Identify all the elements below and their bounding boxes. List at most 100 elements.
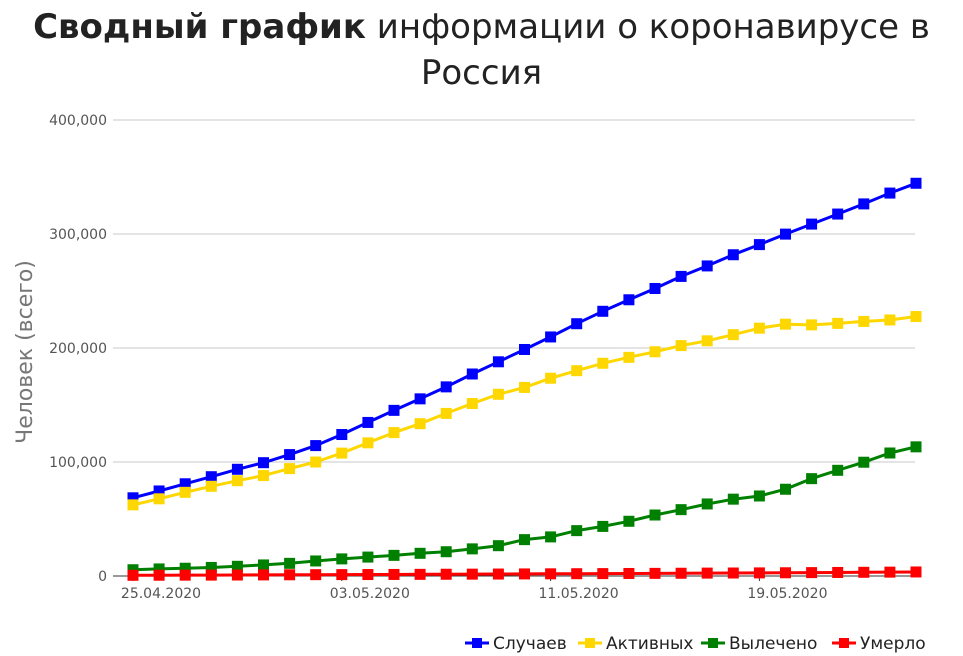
data-point <box>440 546 452 558</box>
data-point <box>492 388 504 400</box>
data-point <box>545 531 557 543</box>
data-point <box>127 569 139 581</box>
legend-item[interactable]: Активных <box>578 634 693 654</box>
data-point <box>258 470 269 482</box>
data-point <box>858 315 870 327</box>
data-point <box>284 569 296 581</box>
data-point <box>310 440 322 452</box>
data-point <box>205 561 217 573</box>
data-point <box>231 475 243 487</box>
data-point <box>179 478 191 490</box>
data-point <box>623 515 635 527</box>
data-point <box>336 447 348 459</box>
legend-label: Умерло <box>860 634 926 654</box>
data-point <box>727 329 739 341</box>
data-point <box>623 294 635 306</box>
series-line <box>132 181 917 500</box>
data-point <box>910 441 922 453</box>
data-point <box>753 322 765 334</box>
data-point <box>519 568 530 580</box>
y-tick-label: 100,000 <box>49 455 107 471</box>
grid-lines <box>113 119 915 577</box>
data-point <box>153 569 165 581</box>
data-point <box>414 568 426 580</box>
data-point <box>571 525 583 537</box>
data-point <box>258 457 269 469</box>
data-point <box>649 567 661 579</box>
data-point <box>388 549 400 561</box>
data-point <box>388 568 400 580</box>
data-point <box>597 305 609 317</box>
data-point <box>675 340 687 352</box>
data-point <box>519 343 530 355</box>
series-Умерло <box>127 566 922 581</box>
data-point <box>884 314 896 326</box>
data-point <box>258 559 269 571</box>
data-point <box>440 568 452 580</box>
legend-swatch-marker <box>585 638 595 648</box>
series-Случаев <box>127 177 922 504</box>
data-point <box>466 368 478 380</box>
data-point <box>649 346 661 358</box>
data-point <box>884 566 896 578</box>
data-point <box>179 562 191 574</box>
data-point <box>571 365 583 377</box>
legend-item[interactable]: Умерло <box>832 634 926 654</box>
data-point <box>310 456 322 468</box>
data-point <box>806 218 818 230</box>
data-point <box>753 567 765 579</box>
data-point <box>858 566 870 578</box>
data-point <box>492 356 504 368</box>
legend-item[interactable]: Вылечено <box>701 634 817 654</box>
data-point <box>571 568 583 580</box>
legend-item[interactable]: Случаев <box>465 634 567 654</box>
data-point <box>858 456 870 468</box>
data-point <box>727 567 739 579</box>
data-point <box>597 568 609 580</box>
y-tick-label: 200,000 <box>49 341 107 357</box>
data-point <box>362 437 374 449</box>
data-point <box>336 553 348 565</box>
series-Вылечено <box>127 441 922 576</box>
data-point <box>362 416 374 428</box>
data-point <box>388 404 400 416</box>
data-point <box>780 567 791 579</box>
data-point <box>310 569 322 581</box>
data-point <box>414 393 426 405</box>
data-point <box>414 547 426 559</box>
data-point <box>231 463 243 475</box>
data-point <box>623 351 635 363</box>
data-point <box>701 498 713 510</box>
data-point <box>205 471 217 483</box>
data-point <box>832 208 844 220</box>
chart-title-bold: Сводный график <box>33 7 366 47</box>
data-point <box>205 480 217 492</box>
data-point <box>832 566 844 578</box>
data-point <box>127 564 139 576</box>
chart-title: Сводный график информации о коронавирусе… <box>0 4 963 96</box>
data-point <box>284 449 296 461</box>
data-point <box>780 318 791 330</box>
data-point <box>127 492 139 504</box>
data-point <box>910 566 922 578</box>
data-point <box>179 569 191 581</box>
x-tick-label: 19.05.2020 <box>747 586 827 602</box>
data-point <box>231 560 243 572</box>
data-point <box>440 381 452 393</box>
data-point <box>910 311 922 323</box>
legend: Случаев Активных Вылечено Умерло <box>465 634 926 654</box>
data-point <box>884 187 896 199</box>
chart-title-line2: Россия <box>420 53 543 93</box>
data-point <box>753 239 765 251</box>
data-point <box>545 331 557 343</box>
data-point <box>127 499 139 511</box>
data-point <box>362 551 374 563</box>
y-axis-label: Человек (всего) <box>13 260 38 444</box>
data-point <box>466 398 478 410</box>
data-point <box>440 407 452 419</box>
data-point <box>284 463 296 475</box>
data-point <box>545 372 557 384</box>
data-point <box>336 569 348 581</box>
data-point <box>832 464 844 476</box>
